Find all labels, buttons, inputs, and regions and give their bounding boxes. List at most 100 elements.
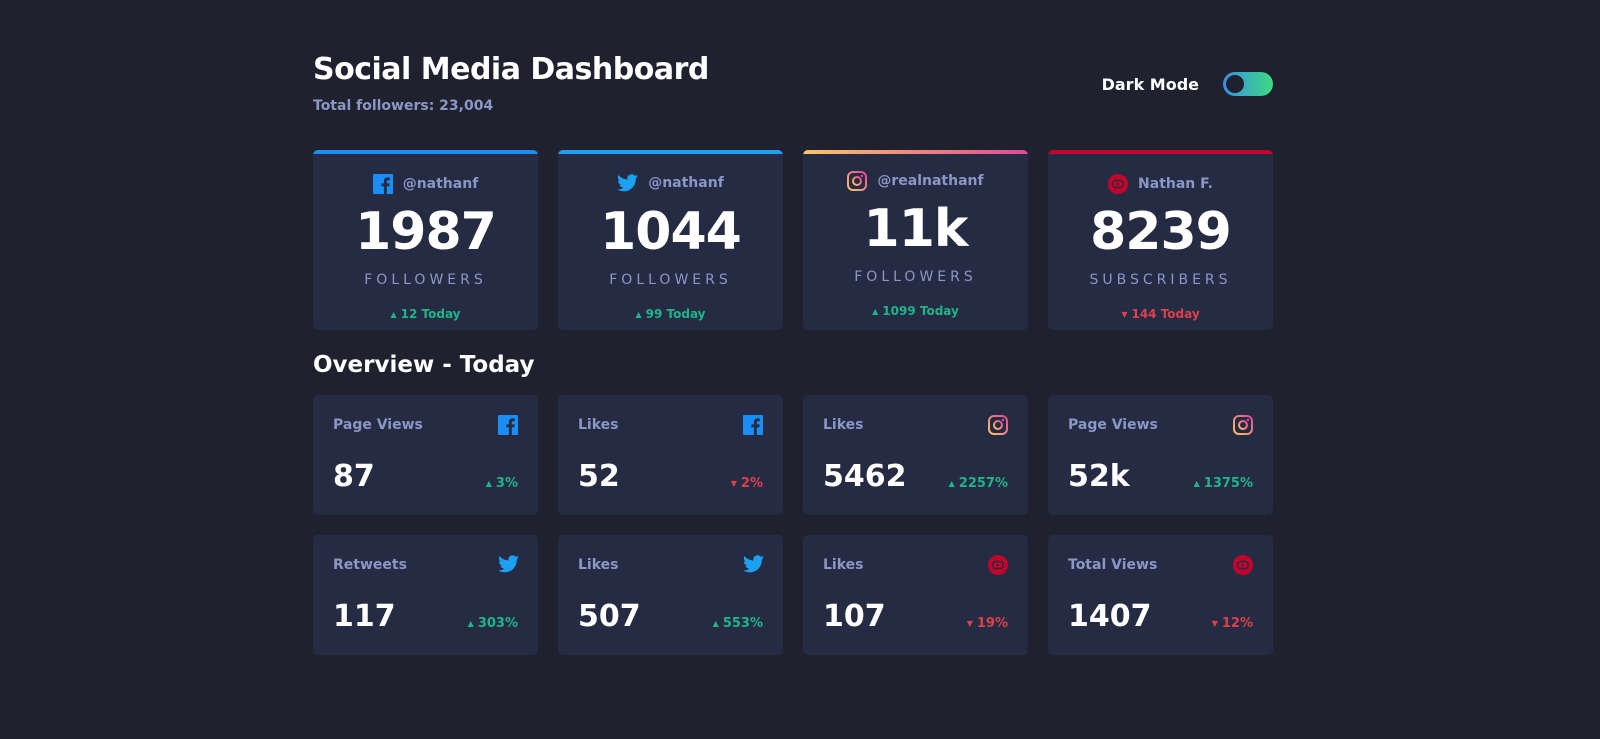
card-accent-bar — [313, 150, 538, 154]
today-change-text: 99 Today — [645, 307, 706, 321]
today-change-text: 12 Today — [400, 307, 461, 321]
page-title: Social Media Dashboard — [313, 52, 709, 87]
overview-change: ▲ 1375% — [1194, 476, 1253, 491]
instagram-icon — [988, 415, 1008, 435]
overview-label: Likes — [578, 417, 619, 433]
overview-value: 1407 — [1068, 599, 1152, 634]
dark-mode-toggle[interactable] — [1223, 72, 1273, 96]
overview-card-facebook-page-views[interactable]: Page Views 87 ▲ 3% — [313, 395, 538, 515]
overview-label: Likes — [823, 557, 864, 573]
card-accent-bar — [1048, 150, 1273, 154]
down-arrow-icon: ▼ — [966, 619, 973, 628]
twitter-icon — [743, 555, 764, 575]
overview-label: Page Views — [1068, 417, 1158, 433]
follower-count: 1987 — [355, 202, 497, 262]
handle-text: @realnathanf — [877, 173, 984, 189]
header: Social Media Dashboard Total followers: … — [313, 52, 1273, 122]
overview-label: Retweets — [333, 557, 407, 573]
youtube-icon — [1108, 174, 1129, 194]
instagram-icon — [1233, 415, 1253, 435]
overview-card-instagram-page-views[interactable]: Page Views 52k ▲ 1375% — [1048, 395, 1273, 515]
dark-mode-label: Dark Mode — [1101, 74, 1199, 94]
overview-value: 507 — [578, 599, 641, 634]
toggle-knob[interactable] — [1226, 75, 1244, 93]
up-arrow-icon: ▲ — [635, 310, 642, 319]
overview-card-youtube-likes[interactable]: Likes 107 ▼ 19% — [803, 535, 1028, 655]
facebook-icon — [743, 415, 763, 435]
overview-change: ▲ 303% — [468, 616, 518, 631]
today-change: ▼ 144 Today — [1048, 307, 1273, 321]
down-arrow-icon: ▼ — [730, 479, 737, 488]
today-change: ▲ 12 Today — [313, 307, 538, 321]
handle-text: @nathanf — [402, 176, 479, 192]
overview-change-text: 2% — [740, 476, 763, 491]
overview-change-text: 2257% — [958, 476, 1008, 491]
follower-label: FOLLOWERS — [609, 272, 732, 288]
follower-label: FOLLOWERS — [854, 269, 977, 285]
overview-change-text: 553% — [722, 616, 763, 631]
overview-value: 107 — [823, 599, 886, 634]
overview-change-text: 303% — [477, 616, 518, 631]
up-arrow-icon: ▲ — [712, 619, 719, 628]
twitter-icon — [498, 555, 519, 575]
follower-count: 11k — [863, 199, 969, 259]
card-handle: @nathanf — [558, 174, 783, 192]
follower-label: SUBSCRIBERS — [1089, 272, 1232, 288]
handle-text: @nathanf — [648, 175, 724, 191]
card-handle: @nathanf — [313, 174, 538, 194]
follower-card-facebook[interactable]: @nathanf 1987 FOLLOWERS ▲ 12 Today — [313, 150, 538, 330]
today-change-text: 1099 Today — [882, 304, 959, 318]
overview-value: 52 — [578, 459, 620, 494]
instagram-icon — [847, 171, 868, 191]
overview-card-instagram-likes[interactable]: Likes 5462 ▲ 2257% — [803, 395, 1028, 515]
follower-card-twitter[interactable]: @nathanf 1044 FOLLOWERS ▲ 99 Today — [558, 150, 783, 330]
overview-change: ▼ 12% — [1212, 616, 1253, 631]
down-arrow-icon: ▼ — [1211, 619, 1218, 628]
overview-card-youtube-total-views[interactable]: Total Views 1407 ▼ 12% — [1048, 535, 1273, 655]
card-handle: @realnathanf — [803, 171, 1028, 191]
overview-card-twitter-likes[interactable]: Likes 507 ▲ 553% — [558, 535, 783, 655]
overview-card-facebook-likes[interactable]: Likes 52 ▼ 2% — [558, 395, 783, 515]
card-handle: Nathan F. — [1048, 174, 1273, 194]
overview-card-twitter-retweets[interactable]: Retweets 117 ▲ 303% — [313, 535, 538, 655]
handle-text: Nathan F. — [1138, 176, 1213, 192]
down-arrow-icon: ▼ — [1121, 310, 1128, 319]
overview-title: Overview - Today — [313, 352, 535, 378]
up-arrow-icon: ▲ — [948, 479, 955, 488]
up-arrow-icon: ▲ — [872, 307, 879, 316]
follower-count: 8239 — [1090, 202, 1232, 262]
follower-card-youtube[interactable]: Nathan F. 8239 SUBSCRIBERS ▼ 144 Today — [1048, 150, 1273, 330]
card-accent-bar — [558, 150, 783, 154]
follower-label: FOLLOWERS — [364, 272, 487, 288]
overview-change-text: 19% — [976, 616, 1008, 631]
up-arrow-icon: ▲ — [467, 619, 474, 628]
overview-change: ▲ 2257% — [949, 476, 1008, 491]
up-arrow-icon: ▲ — [1193, 479, 1200, 488]
twitter-icon — [617, 174, 639, 192]
overview-value: 87 — [333, 459, 375, 494]
overview-change: ▲ 3% — [486, 476, 518, 491]
today-change: ▲ 1099 Today — [803, 304, 1028, 318]
overview-value: 5462 — [823, 459, 907, 494]
overview-label: Page Views — [333, 417, 423, 433]
follower-count: 1044 — [600, 202, 742, 262]
overview-value: 52k — [1068, 459, 1130, 494]
card-accent-bar — [803, 150, 1028, 154]
follower-card-instagram[interactable]: @realnathanf 11k FOLLOWERS ▲ 1099 Today — [803, 150, 1028, 330]
facebook-icon — [372, 174, 393, 194]
overview-label: Total Views — [1068, 557, 1158, 573]
overview-change: ▼ 19% — [967, 616, 1008, 631]
total-followers: Total followers: 23,004 — [313, 98, 494, 114]
today-change-text: 144 Today — [1131, 307, 1200, 321]
youtube-icon — [1233, 555, 1253, 575]
youtube-icon — [988, 555, 1008, 575]
overview-change: ▲ 553% — [713, 616, 763, 631]
overview-change: ▼ 2% — [731, 476, 763, 491]
facebook-icon — [498, 415, 518, 435]
up-arrow-icon: ▲ — [485, 479, 492, 488]
today-change: ▲ 99 Today — [558, 307, 783, 321]
overview-change-text: 12% — [1221, 616, 1253, 631]
overview-change-text: 1375% — [1203, 476, 1253, 491]
overview-label: Likes — [578, 557, 619, 573]
